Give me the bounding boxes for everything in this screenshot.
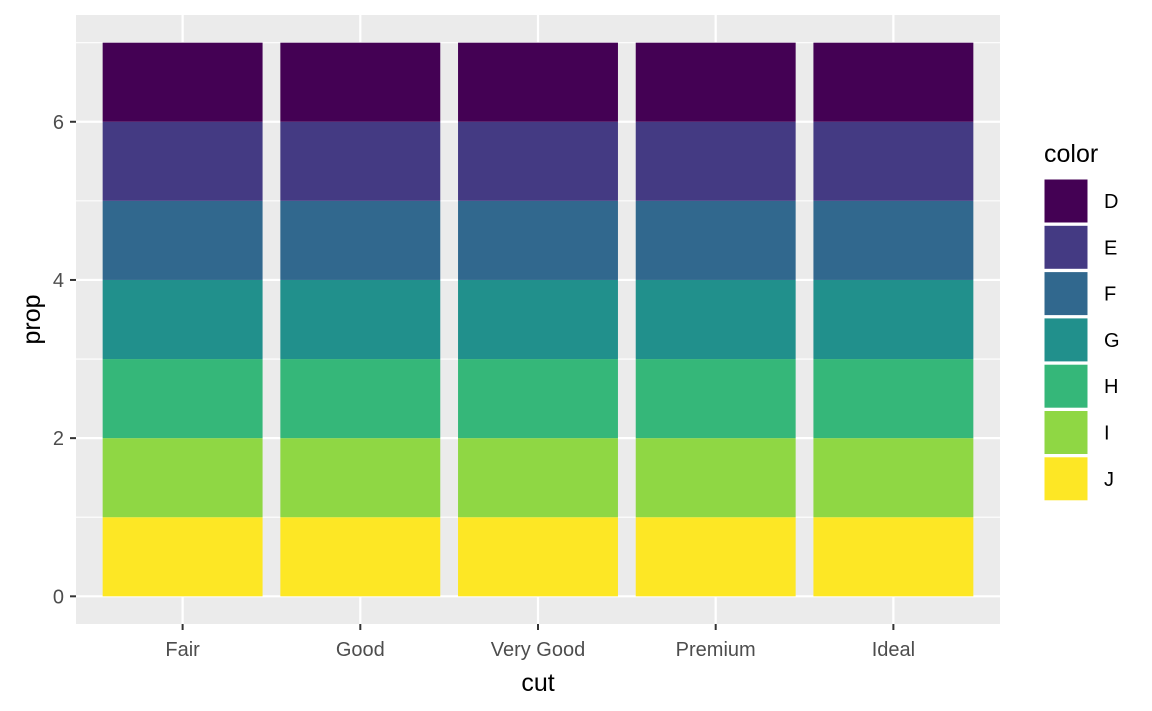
legend-item-D: D: [1043, 178, 1118, 224]
bar-segment-D: [102, 42, 263, 122]
y-tick-label: 0: [53, 586, 64, 608]
x-tick-label: Fair: [165, 639, 200, 661]
bar-segment-I: [635, 438, 796, 518]
legend-key-I: [1043, 410, 1089, 455]
legend-key-J: [1043, 456, 1089, 502]
bar-segment-G: [813, 279, 974, 360]
x-tick-label: Premium: [676, 639, 756, 661]
bar-segment-J: [458, 517, 618, 597]
legend: color D E F G H I J: [1043, 140, 1120, 502]
legend-item-I: I: [1043, 410, 1110, 455]
legend-label-J: J: [1104, 469, 1114, 491]
legend-label-G: G: [1104, 330, 1120, 352]
legend-item-F: F: [1043, 271, 1116, 317]
bar-segment-F: [813, 200, 974, 280]
legend-title: color: [1044, 140, 1098, 168]
y-axis-title: prop: [18, 294, 46, 344]
bar-segment-J: [813, 517, 974, 597]
bar-stack-fair: [102, 42, 263, 597]
y-tick-label: 4: [53, 270, 64, 292]
bar-segment-G: [102, 279, 263, 360]
bar-segment-I: [458, 438, 618, 518]
bar-segment-G: [635, 279, 796, 360]
bar-segment-D: [813, 42, 974, 122]
bar-segment-G: [458, 279, 618, 360]
legend-item-G: G: [1043, 317, 1120, 363]
bar-segment-H: [813, 359, 974, 439]
bar-segment-J: [102, 517, 263, 597]
y-axis: 0 2 4 6: [53, 112, 76, 608]
y-tick-label: 6: [53, 112, 64, 134]
legend-label-I: I: [1104, 423, 1110, 445]
legend-key-H: [1043, 363, 1089, 409]
legend-item-H: H: [1043, 363, 1118, 409]
legend-label-F: F: [1104, 284, 1116, 306]
bar-stacks: [102, 42, 974, 597]
bar-stack-premium: [635, 42, 796, 597]
y-tick-label: 2: [53, 428, 64, 450]
bar-segment-H: [458, 359, 618, 439]
bar-segment-H: [102, 359, 263, 439]
x-tick-label: Ideal: [872, 639, 915, 661]
bar-segment-I: [813, 438, 974, 518]
bar-segment-D: [280, 42, 441, 122]
legend-key-F: [1043, 271, 1089, 317]
legend-item-J: J: [1043, 456, 1114, 502]
bar-segment-E: [280, 121, 441, 201]
legend-key-G: [1043, 317, 1089, 363]
bar-stack-good: [280, 42, 441, 597]
x-axis-title: cut: [521, 669, 554, 697]
x-tick-label: Good: [336, 639, 385, 661]
legend-label-H: H: [1104, 376, 1118, 398]
bar-segment-G: [280, 279, 441, 360]
bar-segment-I: [280, 438, 441, 518]
bar-segment-D: [458, 42, 618, 122]
bar-segment-F: [458, 200, 618, 280]
bar-segment-J: [635, 517, 796, 597]
bar-segment-E: [813, 121, 974, 201]
legend-label-E: E: [1104, 237, 1117, 259]
bar-stack-very-good: [458, 42, 618, 597]
legend-label-D: D: [1104, 191, 1118, 213]
bar-segment-H: [635, 359, 796, 439]
x-tick-label: Very Good: [491, 639, 586, 661]
bar-segment-F: [635, 200, 796, 280]
bar-segment-F: [102, 200, 263, 280]
bar-stack-ideal: [813, 42, 974, 597]
bar-segment-E: [102, 121, 263, 201]
bar-segment-J: [280, 517, 441, 597]
legend-key-E: [1043, 224, 1089, 270]
bar-segment-D: [635, 42, 796, 122]
bar-segment-I: [102, 438, 263, 518]
legend-item-E: E: [1043, 224, 1117, 270]
bar-segment-E: [458, 121, 618, 201]
bar-segment-H: [280, 359, 441, 439]
x-axis: Fair Good Very Good Premium Ideal: [165, 624, 915, 661]
legend-key-D: [1043, 178, 1089, 224]
bar-segment-E: [635, 121, 796, 201]
bar-segment-F: [280, 200, 441, 280]
